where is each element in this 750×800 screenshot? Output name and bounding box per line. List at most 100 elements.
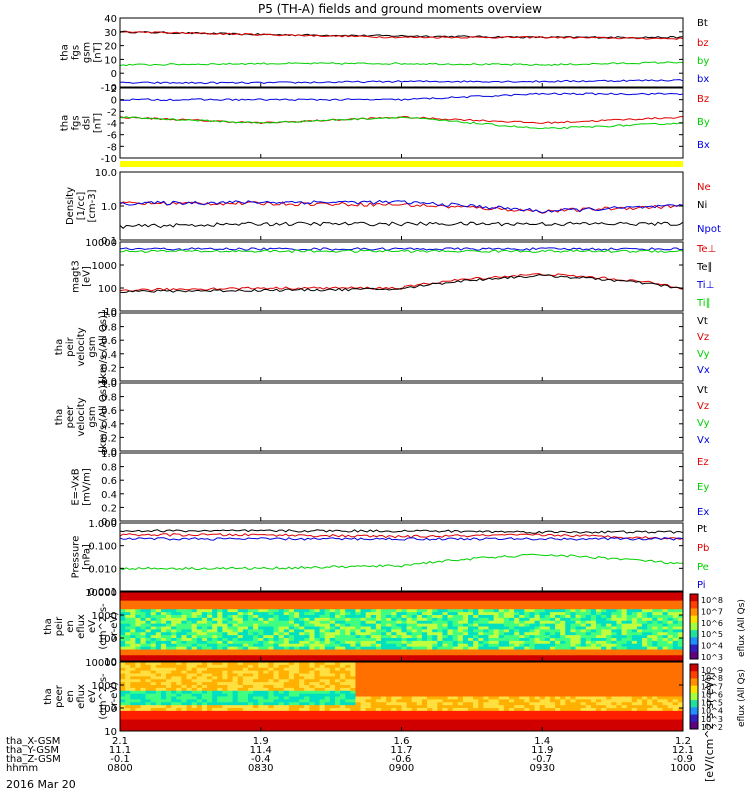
spectrogram-cell [258,716,264,720]
spectrogram-cell [294,708,300,712]
spectrogram-cell [493,592,500,596]
spectrogram-cell [478,679,484,683]
spectrogram-cell [350,629,356,633]
spectrogram-cell [340,685,346,689]
spectrogram-cell [340,629,346,633]
spectrogram-cell [488,652,495,656]
spectrogram-cell [437,702,443,706]
spectrogram-cell [468,716,474,720]
spectrogram-cell [191,612,198,616]
spectrogram-cell [529,643,535,648]
spectrogram-cell [508,617,515,622]
spectrogram-cell [304,725,310,729]
spectrogram-cell [534,626,541,630]
spectrogram-cell [253,620,259,625]
spectrogram-cell [166,632,172,636]
spectrogram-cell [549,603,556,607]
spectrogram-cell [381,705,387,709]
spectrogram-cell [345,687,351,692]
spectrogram-cell [237,702,244,706]
spectrogram-cell [524,600,530,604]
spectrogram-cell [273,635,280,639]
spectrogram-cell [196,693,203,697]
spectrogram-cell [652,597,658,602]
spectrogram-cell [345,699,351,703]
spectrogram-cell [519,617,525,622]
spectrogram-cell [242,699,249,703]
spectrogram-cell [242,620,249,625]
spectrogram-cell [212,687,218,692]
spectrogram-cell [565,643,571,648]
spectrogram-cell [360,702,367,706]
spectrogram-cell [488,655,495,659]
spectrogram-cell [401,600,408,604]
spectrogram-cell [631,643,638,648]
spectrogram-cell [237,609,244,613]
spectrogram-cell [498,728,505,732]
spectrogram-cell [488,673,495,677]
spectrogram-cell [304,623,310,627]
spectrogram-cell [549,629,556,633]
spectrogram-cell [360,592,367,596]
spectrogram-cell [539,687,546,692]
spectrogram-cell [365,716,372,720]
spectrogram-cell [570,646,576,650]
spectrogram-cell [488,705,495,709]
spectrogram-cell [672,646,679,650]
spectrogram-cell [360,713,367,718]
spectrogram-cell [355,690,361,695]
spectrogram-cell [365,664,372,669]
spectrogram-cell [519,662,525,666]
spectrogram-cell [186,612,193,616]
spectrogram-cell [406,662,413,666]
spectrogram-cell [386,662,392,666]
spectrogram-cell [411,710,418,715]
spectrogram-cell [309,690,315,695]
spectrogram-cell [217,597,223,602]
spectrogram-cell [457,728,464,732]
spectrogram-cell [365,603,372,607]
spectrogram-cell [519,638,525,642]
spectrogram-cell [222,664,228,669]
spectrogram-cell [299,652,305,656]
spectrogram-cell [135,649,141,653]
spectrogram-cell [631,635,638,639]
spectrogram-cell [201,716,208,720]
spectrogram-cell [534,676,541,680]
spectrogram-cell [468,620,474,625]
y-tick-label: 0.8 [101,393,117,404]
spectrogram-cell [201,679,208,683]
spectrogram-cell [160,626,167,630]
spectrogram-cell [529,646,535,650]
spectrogram-cell [442,685,448,689]
spectrogram-cell [176,664,182,669]
spectrogram-cell [155,693,162,697]
spectrogram-cell [524,609,530,613]
spectrogram-cell [319,632,326,636]
spectrogram-cell [227,685,233,689]
spectrogram-cell [549,600,556,604]
spectrogram-cell [411,699,418,703]
spectrogram-cell [186,682,193,686]
spectrogram-cell [478,646,484,650]
spectrogram-cell [258,708,264,712]
spectrogram-cell [432,710,438,715]
spectrogram-cell [468,664,474,669]
spectrogram-cell [166,649,172,653]
spectrogram-cell [232,696,239,700]
spectrogram-cell [263,597,269,602]
spectrogram-cell [120,626,126,630]
spectrogram-cell [360,710,367,715]
spectrogram-cell [324,719,331,723]
spectrogram-cell [171,702,177,706]
spectrogram-cell [601,643,607,648]
spectrogram-cell [140,640,146,645]
spectrogram-cell [242,690,249,695]
spectrogram-cell [447,690,454,695]
spectrogram-cell [560,649,566,653]
spectrogram-cell [227,662,233,666]
spectrogram-cell [575,652,582,656]
spectrogram-cell [468,626,474,630]
legend-Bx: Bx [697,140,710,151]
